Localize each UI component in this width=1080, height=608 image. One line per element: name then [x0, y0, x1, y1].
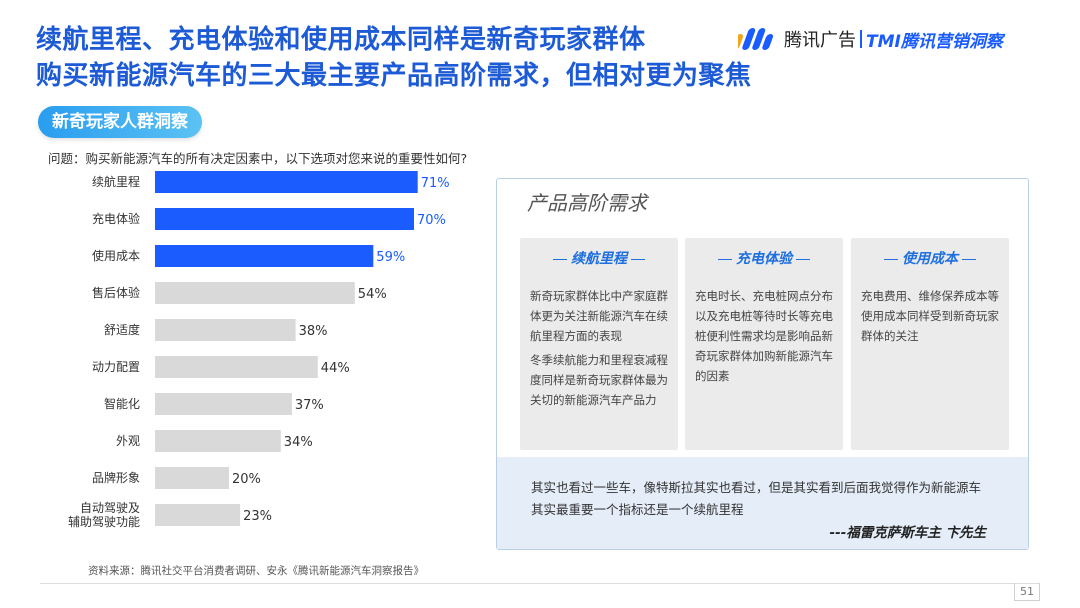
brand-logo: 腾讯广告 TMI腾讯营销洞察 — [738, 24, 1003, 54]
importance-bar-chart: 续航里程 71% 充电体验 70% 使用成本 59% 售后体验 54% 舒适度 38% 动力配置 44… — [68, 171, 450, 529]
category-label: 品牌形象 — [92, 471, 140, 485]
card-body: 充电时长、充电桩网点分布以及充电桩等待时长等充电桩便利性需求均是影响品新奇玩家群… — [695, 286, 835, 386]
quote-text: 其实也看过一些车，像特斯拉其实也看过，但是其实看到后面我觉得作为新能源车其实最重… — [531, 480, 982, 517]
bar — [155, 430, 281, 452]
value-label: 59% — [376, 250, 405, 265]
card-range: 续航里程 新奇玩家群体比中产家庭群体更为关注新能源汽车在续航里程方面的表现 冬季… — [520, 238, 678, 450]
bar — [155, 171, 418, 193]
panel-title: 产品高阶需求 — [527, 191, 647, 215]
title-line-2: 购买新能源汽车的三大最主要产品高阶需求，但相对更为聚焦 — [36, 61, 752, 91]
quote-author: ---福雷克萨斯车主 卞先生 — [829, 525, 986, 541]
bar — [155, 282, 355, 304]
category-label: 动力配置 — [92, 360, 140, 374]
category-label: 智能化 — [104, 396, 140, 411]
category-label: 外观 — [116, 434, 140, 448]
card-paragraph: 充电时长、充电桩网点分布以及充电桩等待时长等充电桩便利性需求均是影响品新奇玩家群… — [695, 289, 833, 383]
segment-pill: 新奇玩家人群洞察 — [38, 106, 202, 138]
card-paragraph: 冬季续航能力和里程衰减程度同样是新奇玩家群体最为关切的新能源汽车产品力 — [530, 353, 668, 407]
category-label: 自动驾驶及辅助驾驶功能 — [68, 500, 140, 529]
category-label: 续航里程 — [92, 174, 140, 189]
title-line-1: 续航里程、充电体验和使用成本同样是新奇玩家群体 — [36, 25, 646, 55]
bar — [155, 504, 241, 526]
brand-name: 腾讯广告 — [784, 30, 856, 51]
card-paragraph: 新奇玩家群体比中产家庭群体更为关注新能源汽车在续航里程方面的表现 — [530, 289, 668, 343]
bar — [155, 245, 374, 267]
value-label: 23% — [243, 509, 272, 524]
category-label: 舒适度 — [104, 322, 140, 337]
value-label: 54% — [358, 287, 387, 302]
needs-panel: 产品高阶需求 续航里程 新奇玩家群体比中产家庭群体更为关注新能源汽车在续航里程方… — [496, 178, 1029, 550]
page-title: 续航里程、充电体验和使用成本同样是新奇玩家群体 购买新能源汽车的三大最主要产品高… — [36, 22, 752, 94]
card-title: 使用成本 — [851, 248, 1009, 268]
card-body: 充电费用、维修保养成本等使用成本同样受到新奇玩家群体的关注 — [861, 286, 1001, 346]
survey-question: 问题：购买新能源汽车的所有决定因素中，以下选项对您来说的重要性如何? — [48, 151, 468, 166]
category-label: 售后体验 — [92, 285, 140, 300]
brand-sub: TMI腾讯营销洞察 — [866, 31, 1003, 52]
value-label: 70% — [417, 213, 446, 228]
card-body: 新奇玩家群体比中产家庭群体更为关注新能源汽车在续航里程方面的表现 冬季续航能力和… — [530, 286, 670, 410]
bar — [155, 356, 318, 378]
tencent-ads-logo-icon — [738, 28, 774, 50]
logo-separator — [860, 30, 862, 48]
card-title: 充电体验 — [685, 248, 843, 268]
category-label: 充电体验 — [92, 211, 140, 226]
card-cost: 使用成本 充电费用、维修保养成本等使用成本同样受到新奇玩家群体的关注 — [851, 238, 1009, 450]
bar — [155, 393, 292, 415]
value-label: 71% — [421, 176, 450, 191]
value-label: 20% — [232, 472, 261, 487]
card-charging: 充电体验 充电时长、充电桩网点分布以及充电桩等待时长等充电桩便利性需求均是影响品… — [685, 238, 843, 450]
bar — [155, 208, 414, 230]
category-label: 使用成本 — [92, 248, 140, 263]
source-note: 资料来源：腾讯社交平台消费者调研、安永《腾讯新能源汽车洞察报告》 — [88, 565, 424, 577]
value-label: 38% — [299, 324, 328, 339]
card-title: 续航里程 — [520, 248, 678, 268]
footer-divider — [40, 583, 1040, 584]
value-label: 34% — [284, 435, 313, 450]
quote-box: 其实也看过一些车，像特斯拉其实也看过，但是其实看到后面我觉得作为新能源车其实最重… — [497, 457, 1028, 549]
value-label: 37% — [295, 398, 324, 413]
page-number: 51 — [1014, 583, 1040, 601]
value-label: 44% — [321, 361, 350, 376]
bar — [155, 467, 229, 489]
card-paragraph: 充电费用、维修保养成本等使用成本同样受到新奇玩家群体的关注 — [861, 289, 999, 343]
bar — [155, 319, 296, 341]
